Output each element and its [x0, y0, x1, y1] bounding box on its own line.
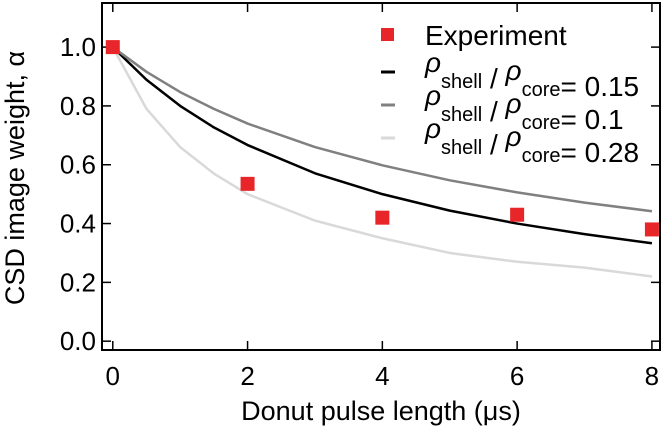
plot-frame — [101, 2, 661, 351]
x-tick-label: 8 — [645, 361, 659, 391]
y-axis-label: CSD image weight, α — [0, 51, 30, 305]
y-tick-label: 0.4 — [60, 209, 96, 239]
legend-marker — [381, 28, 394, 41]
scatter-point — [510, 207, 525, 222]
legend-label: ρshell / ρcore= 0.15 — [424, 47, 639, 102]
line-series — [111, 46, 653, 245]
legend-label: ρshell / ρcore= 0.28 — [424, 113, 639, 168]
scatter-point — [644, 222, 659, 237]
x-tick-label: 0 — [106, 361, 120, 391]
y-tick-label: 0.0 — [60, 326, 96, 356]
x-axis-label: Donut pulse length (μs) — [241, 396, 521, 426]
y-tick-label: 1.0 — [60, 32, 96, 62]
x-tick-label: 2 — [240, 361, 254, 391]
scatter-point — [105, 40, 120, 55]
scatter-point — [375, 210, 390, 225]
y-tick-label: 0.2 — [60, 267, 96, 297]
y-tick-label: 0.8 — [60, 91, 96, 121]
x-tick-label: 4 — [375, 361, 389, 391]
legend-label: Experiment — [425, 20, 567, 51]
y-tick-label: 0.6 — [60, 150, 96, 180]
legend-label: ρshell / ρcore= 0.1 — [424, 80, 624, 135]
scatter-point — [240, 176, 255, 191]
line-series — [112, 46, 653, 213]
line-series — [111, 46, 653, 278]
x-tick-label: 6 — [510, 361, 524, 391]
